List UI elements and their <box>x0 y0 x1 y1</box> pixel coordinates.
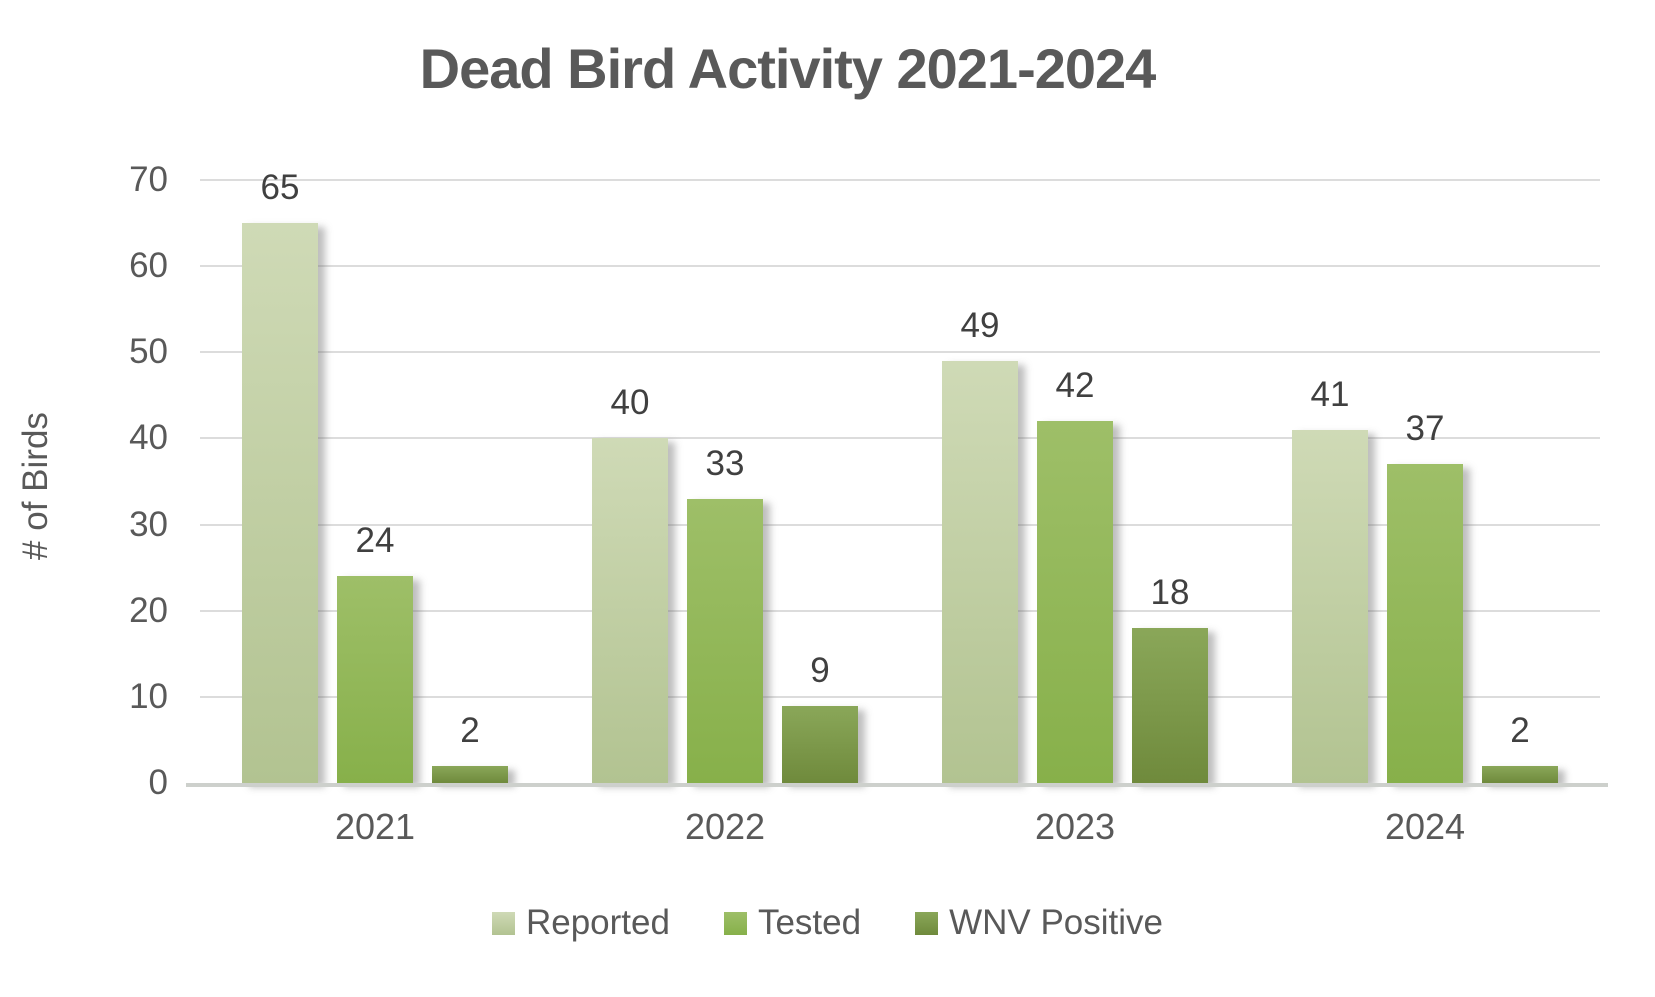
gridline <box>200 695 1600 698</box>
x-category-label: 2024 <box>1384 806 1466 847</box>
bar-value-label: 24 <box>355 521 395 561</box>
bar-value-label: 2 <box>1510 710 1530 750</box>
legend-swatch-tested <box>723 911 747 935</box>
y-tick-label: 50 <box>129 332 168 372</box>
legend-swatch-reported <box>491 911 515 935</box>
y-axis-title: # of Birds <box>16 412 55 560</box>
x-category-label: 2021 <box>334 806 416 847</box>
y-tick-label: 60 <box>129 246 168 286</box>
bar-value-label: 2 <box>460 710 480 750</box>
x-category-label: 2022 <box>684 806 766 847</box>
legend-item: Tested <box>723 903 862 943</box>
y-tick-label: 0 <box>148 763 168 802</box>
bar <box>432 765 508 783</box>
gridline <box>200 265 1600 268</box>
legend-label: WNV Positive <box>949 903 1164 942</box>
bar <box>1037 421 1113 783</box>
x-axis-line <box>186 783 1608 787</box>
x-category-label: 2023 <box>1034 806 1116 847</box>
bar <box>242 223 318 783</box>
legend-label: Tested <box>757 903 862 942</box>
bar <box>1132 627 1208 783</box>
bar <box>1292 429 1368 783</box>
bar-value-label: 65 <box>260 168 300 208</box>
legend-label: Reported <box>525 903 670 942</box>
legend-item: Reported <box>491 903 670 943</box>
chart-title: Dead Bird Activity 2021-2024 <box>419 37 1157 100</box>
bar-value-label: 41 <box>1310 374 1350 414</box>
bar-value-label: 49 <box>960 305 1000 345</box>
gridline <box>200 179 1600 181</box>
bar <box>592 438 668 783</box>
y-tick-label: 40 <box>129 418 168 458</box>
y-tick-label: 70 <box>129 160 168 199</box>
bar <box>942 360 1018 783</box>
gridline <box>200 523 1600 526</box>
gridline <box>200 609 1600 612</box>
gridline <box>200 437 1600 440</box>
bar-value-label: 33 <box>705 443 745 483</box>
bar-value-label: 18 <box>1150 572 1190 612</box>
bar <box>1387 464 1463 783</box>
y-tick-label: 30 <box>129 504 168 544</box>
bar-value-label: 40 <box>610 383 650 423</box>
legend: Reported Tested WNV Positive <box>0 903 1655 943</box>
y-tick-label: 20 <box>129 590 168 630</box>
bar <box>687 498 763 783</box>
bar <box>1482 765 1558 783</box>
bar-value-label: 42 <box>1055 366 1095 406</box>
bar <box>337 576 413 783</box>
y-tick-label: 10 <box>129 676 168 716</box>
gridline <box>200 351 1600 354</box>
legend-item: WNV Positive <box>915 903 1163 943</box>
bar <box>782 705 858 783</box>
bar-value-label: 9 <box>810 650 830 690</box>
legend-swatch-wnv-positive <box>915 911 939 935</box>
bar-value-label: 37 <box>1405 409 1445 449</box>
